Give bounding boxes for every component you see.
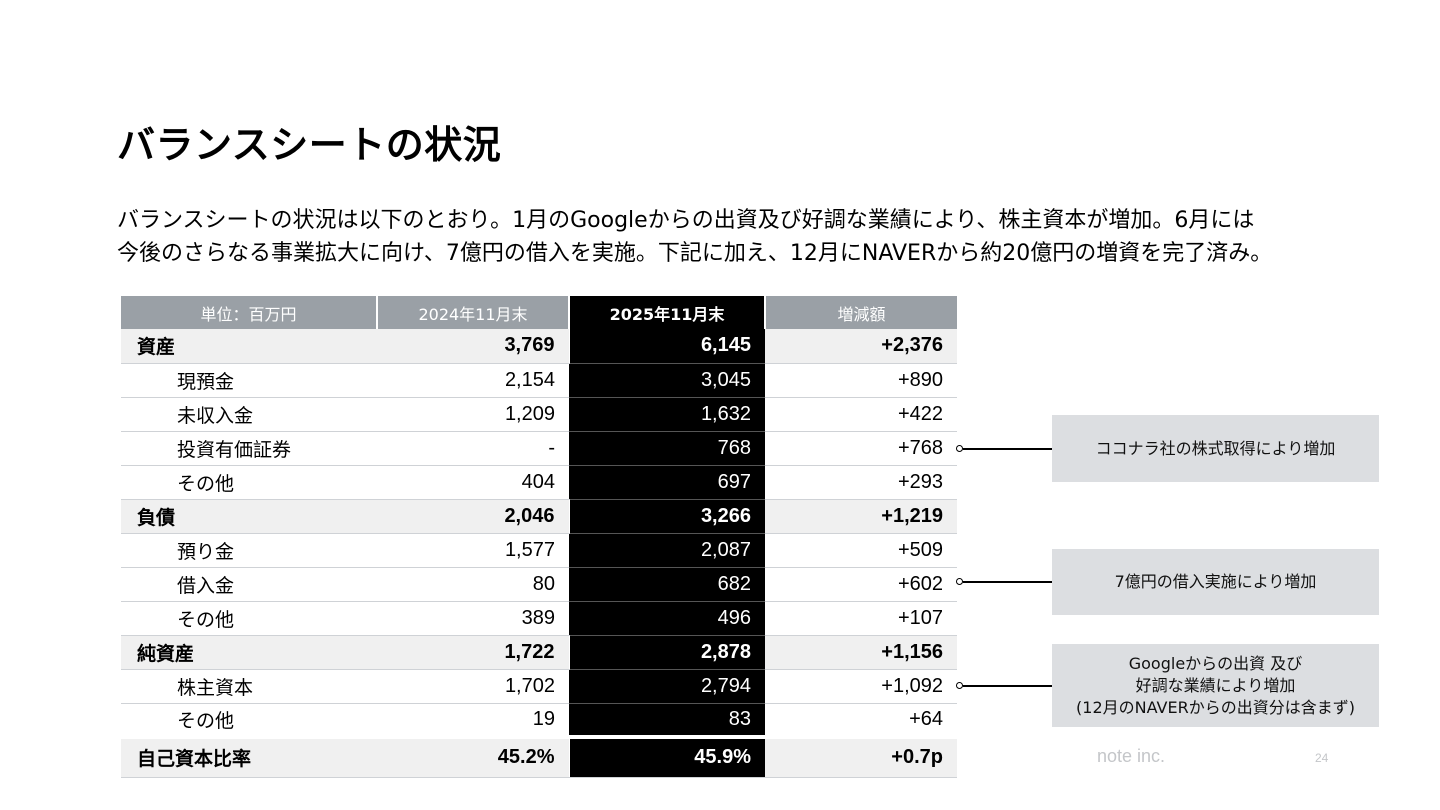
connector-line-2 — [963, 581, 1052, 583]
value-diff: +2,376 — [765, 329, 957, 364]
table-row: 未収入金 1,209 1,632 +422 — [121, 397, 957, 432]
annotation-3-line-1: Googleからの出資 及び — [1128, 653, 1303, 673]
annotation-3-line-3: (12月のNAVERからの出資分は含まず) — [1076, 697, 1355, 717]
table-row: その他 19 83 +64 — [121, 703, 957, 738]
footer-company: note inc. — [1097, 746, 1166, 766]
table-row: 株主資本 1,702 2,794 +1,092 — [121, 669, 957, 704]
annotation-1-line-1: ココナラ社の株式取得により増加 — [1095, 438, 1336, 458]
description: バランスシートの状況は以下のとおり。1月のGoogleからの出資及び好調な業績に… — [117, 204, 1377, 270]
page-number: 24 — [1315, 751, 1329, 765]
value-2024: 1,577 — [377, 533, 569, 568]
description-line-2: 今後のさらなる事業拡大に向け、7億円の借入を実施。下記に加え、12月にNAVER… — [117, 241, 1273, 266]
value-2024: 3,769 — [377, 329, 570, 364]
table-row: 純資産 1,722 2,878 +1,156 — [121, 635, 957, 670]
value-2024: 80 — [377, 567, 569, 602]
value-diff: +293 — [765, 465, 957, 500]
header-diff: 増減額 — [765, 296, 957, 329]
ratio-row: 自己資本比率 45.2% 45.9% +0.7p — [121, 735, 957, 778]
value-2025: 2,087 — [569, 533, 765, 568]
table-row: 投資有価証券 -768 +768 — [121, 431, 957, 466]
value-2025: 1,632 — [569, 397, 765, 432]
table-body: 資産 3,769 6,145 +2,376 現預金 2,154 3,045 +890 未収入金 1… — [121, 329, 957, 778]
balance-sheet-table: 単位：百万円 2024年11月末 2025年11月末 増減額 資産 3,769 6,… — [121, 296, 957, 778]
connector-dot-3 — [956, 682, 963, 689]
value-2024: 1,702 — [377, 669, 569, 704]
value-2024: 404 — [377, 465, 569, 500]
value-2024: 1,722 — [377, 635, 570, 670]
connector-line-1 — [963, 448, 1052, 450]
value-2025: 2,794 — [569, 669, 765, 704]
annotation-box-2: 7億円の借入実施により増加 — [1052, 549, 1379, 615]
row-label: 預り金 — [121, 533, 377, 568]
row-label: 未収入金 — [121, 397, 377, 432]
row-label: 投資有価証券 — [121, 431, 377, 466]
row-label: 現預金 — [121, 363, 377, 398]
connector-dot-2 — [956, 578, 963, 585]
value-2024: - — [377, 431, 569, 466]
annotation-box-1: ココナラ社の株式取得により増加 — [1052, 415, 1379, 482]
row-label: その他 — [121, 703, 377, 738]
value-diff: +107 — [765, 601, 957, 636]
value-diff: +1,092 — [765, 669, 957, 704]
annotation-2-line-1: 7億円の借入実施により増加 — [1114, 572, 1317, 591]
header-2025: 2025年11月末 — [569, 296, 766, 329]
slide-title: バランスシートの状況 — [117, 123, 502, 167]
table-row: 預り金 1,577 2,087 +509 — [121, 533, 957, 568]
value-2025: 83 — [569, 703, 765, 738]
value-2024: 2,046 — [377, 499, 570, 534]
value-2025: 682 — [569, 567, 765, 602]
table-header-row: 単位：百万円 2024年11月末 2025年11月末 増減額 — [121, 296, 957, 329]
annotation-box-3: Googleからの出資 及び 好調な業績により増加 (12月のNAVERからの出… — [1052, 644, 1379, 727]
value-2024: 1,209 — [377, 397, 569, 432]
connector-line-3 — [963, 685, 1052, 687]
ratio-2025: 45.9% — [569, 735, 765, 778]
connector-dot-1 — [956, 445, 963, 452]
row-label: 負債 — [121, 499, 377, 534]
value-diff: +890 — [765, 363, 957, 398]
row-label: 借入金 — [121, 567, 377, 602]
value-diff: +64 — [765, 703, 957, 738]
value-diff: +509 — [765, 533, 957, 568]
value-2025: 697 — [569, 465, 765, 500]
table-row: その他 389 496 +107 — [121, 601, 957, 636]
value-diff: +422 — [765, 397, 957, 432]
description-line-1: バランスシートの状況は以下のとおり。1月のGoogleからの出資及び好調な業績に… — [117, 208, 1255, 233]
table-row: 負債 2,046 3,266 +1,219 — [121, 499, 957, 534]
table-row: 資産 3,769 6,145 +2,376 — [121, 329, 957, 364]
row-label: その他 — [121, 465, 377, 500]
ratio-2024: 45.2% — [377, 735, 570, 778]
row-label: 資産 — [121, 329, 377, 364]
table-row: その他 404 697 +293 — [121, 465, 957, 500]
header-2024: 2024年11月末 — [377, 296, 570, 329]
row-label: 株主資本 — [121, 669, 377, 704]
value-2025: 6,145 — [569, 329, 765, 364]
header-unit: 単位：百万円 — [121, 296, 378, 329]
value-2024: 389 — [377, 601, 569, 636]
value-2024: 2,154 — [377, 363, 569, 398]
value-diff: +602 — [765, 567, 957, 602]
row-label: その他 — [121, 601, 377, 636]
value-diff: +768 — [765, 431, 957, 466]
value-diff: +1,219 — [765, 499, 957, 534]
value-2025: 3,045 — [569, 363, 765, 398]
annotation-3-line-2: 好調な業績により増加 — [1135, 675, 1296, 695]
value-2025: 496 — [569, 601, 765, 636]
row-label: 純資産 — [121, 635, 377, 670]
value-2025: 3,266 — [569, 499, 765, 534]
value-2025: 2,878 — [569, 635, 765, 670]
value-diff: +1,156 — [765, 635, 957, 670]
ratio-label: 自己資本比率 — [121, 735, 377, 778]
table-row: 現預金 2,154 3,045 +890 — [121, 363, 957, 398]
table-row: 借入金 80 682 +602 — [121, 567, 957, 602]
ratio-diff: +0.7p — [765, 735, 957, 778]
value-2025: 768 — [569, 431, 765, 466]
value-2024: 19 — [377, 703, 569, 738]
